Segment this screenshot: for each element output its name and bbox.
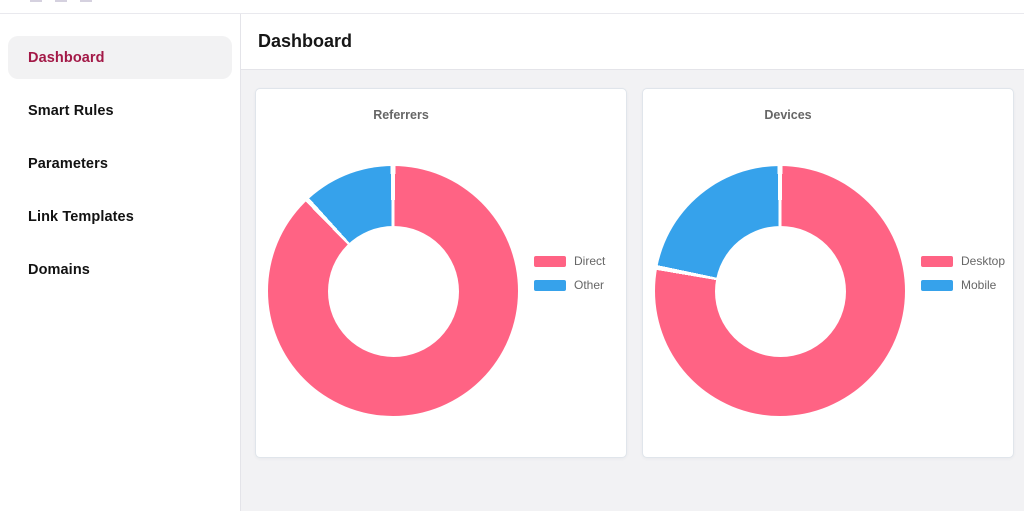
legend-label: Desktop: [961, 254, 1006, 268]
sidebar-item-parameters[interactable]: Parameters: [8, 142, 232, 185]
chart-card-devices: Devices Desktop Mobile: [642, 88, 1014, 458]
legend-label: Mobile: [961, 278, 997, 292]
sidebar-item-dashboard[interactable]: Dashboard: [8, 36, 232, 79]
donut-hole: [714, 225, 846, 357]
sidebar-nav: Dashboard Smart Rules Parameters Link Templ…: [0, 14, 241, 511]
legend-swatch: [534, 255, 566, 267]
content-area: Referrers Direct Other Devices: [241, 70, 1024, 511]
sidebar-item-label: Domains: [28, 261, 90, 278]
sidebar-item-domains[interactable]: Domains: [8, 248, 232, 291]
chart-card-referrers: Referrers Direct Other: [255, 88, 627, 458]
devices-donut-chart[interactable]: [655, 166, 905, 416]
sidebar-item-smart-rules[interactable]: Smart Rules: [8, 89, 232, 132]
main-area: Dashboard Referrers Direct Other: [241, 14, 1024, 511]
legend-label: Direct: [574, 254, 606, 268]
legend-label: Other: [574, 278, 605, 292]
sidebar-item-link-templates[interactable]: Link Templates: [8, 195, 232, 238]
top-logo-strip: [0, 0, 1024, 14]
legend-swatch: [921, 255, 953, 267]
donut-hole: [327, 225, 459, 357]
sidebar-item-label: Smart Rules: [28, 102, 114, 119]
chart-legend: Direct Other: [534, 254, 605, 302]
legend-item-mobile[interactable]: Mobile: [921, 278, 1005, 292]
app-layout: Dashboard Smart Rules Parameters Link Templ…: [0, 14, 1024, 511]
page-header: Dashboard: [241, 14, 1024, 70]
sidebar-item-label: Link Templates: [28, 208, 134, 225]
clipped-logo-mark: [30, 0, 42, 2]
sidebar-item-label: Dashboard: [28, 49, 105, 66]
chart-legend: Desktop Mobile: [921, 254, 1005, 302]
legend-item-other[interactable]: Other: [534, 278, 605, 292]
chart-title: Devices: [764, 108, 812, 122]
referrers-donut-chart[interactable]: [268, 166, 518, 416]
legend-item-direct[interactable]: Direct: [534, 254, 605, 268]
legend-item-desktop[interactable]: Desktop: [921, 254, 1005, 268]
sidebar-item-label: Parameters: [28, 155, 108, 172]
legend-swatch: [921, 279, 953, 291]
clipped-logo-mark: [55, 0, 67, 2]
legend-swatch: [534, 279, 566, 291]
chart-title: Referrers: [373, 108, 429, 122]
clipped-logo-mark: [80, 0, 92, 2]
page-title: Dashboard: [258, 31, 353, 51]
